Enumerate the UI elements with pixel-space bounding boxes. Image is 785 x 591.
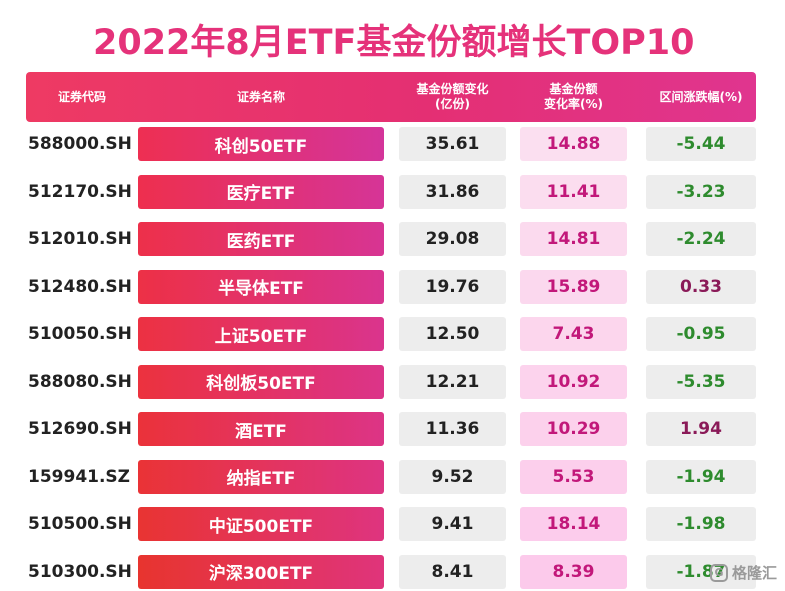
cell-rate: 15.89	[520, 269, 627, 304]
chart-title: 2022年8月ETF基金份额增长TOP10	[93, 23, 695, 63]
cell-pct: 1.94	[646, 412, 756, 446]
cell-pct: -5.35	[646, 364, 756, 399]
cell-name: 纳指ETF	[138, 459, 384, 494]
cell-rate: 14.88	[520, 127, 627, 161]
table-row: 510500.SH 中证500ETF 9.41 18.14 -1.98	[26, 507, 756, 543]
cell-pct: 0.33	[646, 269, 756, 304]
cell-name: 医疗ETF	[138, 174, 384, 209]
cell-pct: -3.23	[646, 174, 756, 209]
table-header: 证券代码 证券名称 基金份额变化 (亿份) 基金份额 变化率(%) 区间涨跌幅(…	[26, 72, 756, 122]
table-row: 512480.SH 半导体ETF 19.76 15.89 0.33	[26, 269, 756, 306]
cell-change: 29.08	[399, 222, 506, 256]
cell-pct: -0.95	[646, 317, 756, 351]
cell-code: 510500.SH	[26, 507, 138, 541]
cell-name: 科创板50ETF	[138, 364, 384, 399]
cell-rate: 10.29	[520, 412, 627, 446]
table-row: 512010.SH 医药ETF 29.08 14.81 -2.24	[26, 222, 756, 258]
cell-change: 12.21	[399, 364, 506, 399]
cell-name: 中证500ETF	[138, 507, 384, 541]
cell-name: 上证50ETF	[138, 317, 384, 351]
column-header-change: 基金份额变化 (亿份)	[416, 82, 489, 111]
watermark-text: 格隆汇	[731, 564, 777, 582]
cell-code: 510300.SH	[26, 554, 138, 589]
brand-logo-icon: G	[709, 563, 728, 582]
column-header-pct: 区间涨跌幅(%)	[659, 89, 743, 104]
table-row: 159941.SZ 纳指ETF 9.52 5.53 -1.94	[26, 459, 756, 496]
cell-code: 159941.SZ	[26, 459, 138, 494]
column-header-rate: 基金份额 变化率(%)	[544, 82, 603, 111]
cell-rate: 14.81	[520, 222, 627, 256]
cell-rate: 10.92	[520, 364, 627, 399]
watermark: G 格隆汇	[709, 562, 777, 583]
cell-rate: 7.43	[520, 317, 627, 351]
cell-change: 35.61	[399, 127, 506, 161]
cell-name: 酒ETF	[138, 412, 384, 446]
table-row: 510300.SH 沪深300ETF 8.41 8.39 -1.87	[26, 554, 756, 591]
column-header-code: 证券代码	[57, 89, 106, 104]
cell-rate: 18.14	[520, 507, 627, 541]
cell-change: 9.41	[399, 507, 506, 541]
cell-change: 12.50	[399, 317, 506, 351]
cell-pct: -2.24	[646, 222, 756, 256]
cell-change: 19.76	[399, 269, 506, 304]
cell-name: 半导体ETF	[138, 269, 384, 304]
cell-code: 512480.SH	[26, 269, 138, 304]
cell-name: 科创50ETF	[138, 127, 384, 161]
table-row: 588000.SH 科创50ETF 35.61 14.88 -5.44	[26, 127, 756, 163]
table-row: 512170.SH 医疗ETF 31.86 11.41 -3.23	[26, 174, 756, 211]
cell-code: 588080.SH	[26, 364, 138, 399]
cell-name: 沪深300ETF	[138, 554, 384, 589]
cell-change: 9.52	[399, 459, 506, 494]
cell-code: 588000.SH	[26, 127, 138, 161]
cell-rate: 11.41	[520, 174, 627, 209]
cell-name: 医药ETF	[138, 222, 384, 256]
cell-pct: -5.44	[646, 127, 756, 161]
cell-change: 11.36	[399, 412, 506, 446]
cell-change: 8.41	[399, 554, 506, 589]
cell-code: 512010.SH	[26, 222, 138, 256]
cell-pct: -1.98	[646, 507, 756, 541]
table-row: 512690.SH 酒ETF 11.36 10.29 1.94	[26, 412, 756, 448]
column-header-name: 证券名称	[236, 89, 285, 104]
cell-code: 512690.SH	[26, 412, 138, 446]
cell-code: 510050.SH	[26, 317, 138, 351]
cell-rate: 5.53	[520, 459, 627, 494]
cell-change: 31.86	[399, 174, 506, 209]
table-row: 510050.SH 上证50ETF 12.50 7.43 -0.95	[26, 317, 756, 353]
cell-code: 512170.SH	[26, 174, 138, 209]
cell-rate: 8.39	[520, 554, 627, 589]
cell-pct: -1.94	[646, 459, 756, 494]
table-row: 588080.SH 科创板50ETF 12.21 10.92 -5.35	[26, 364, 756, 401]
